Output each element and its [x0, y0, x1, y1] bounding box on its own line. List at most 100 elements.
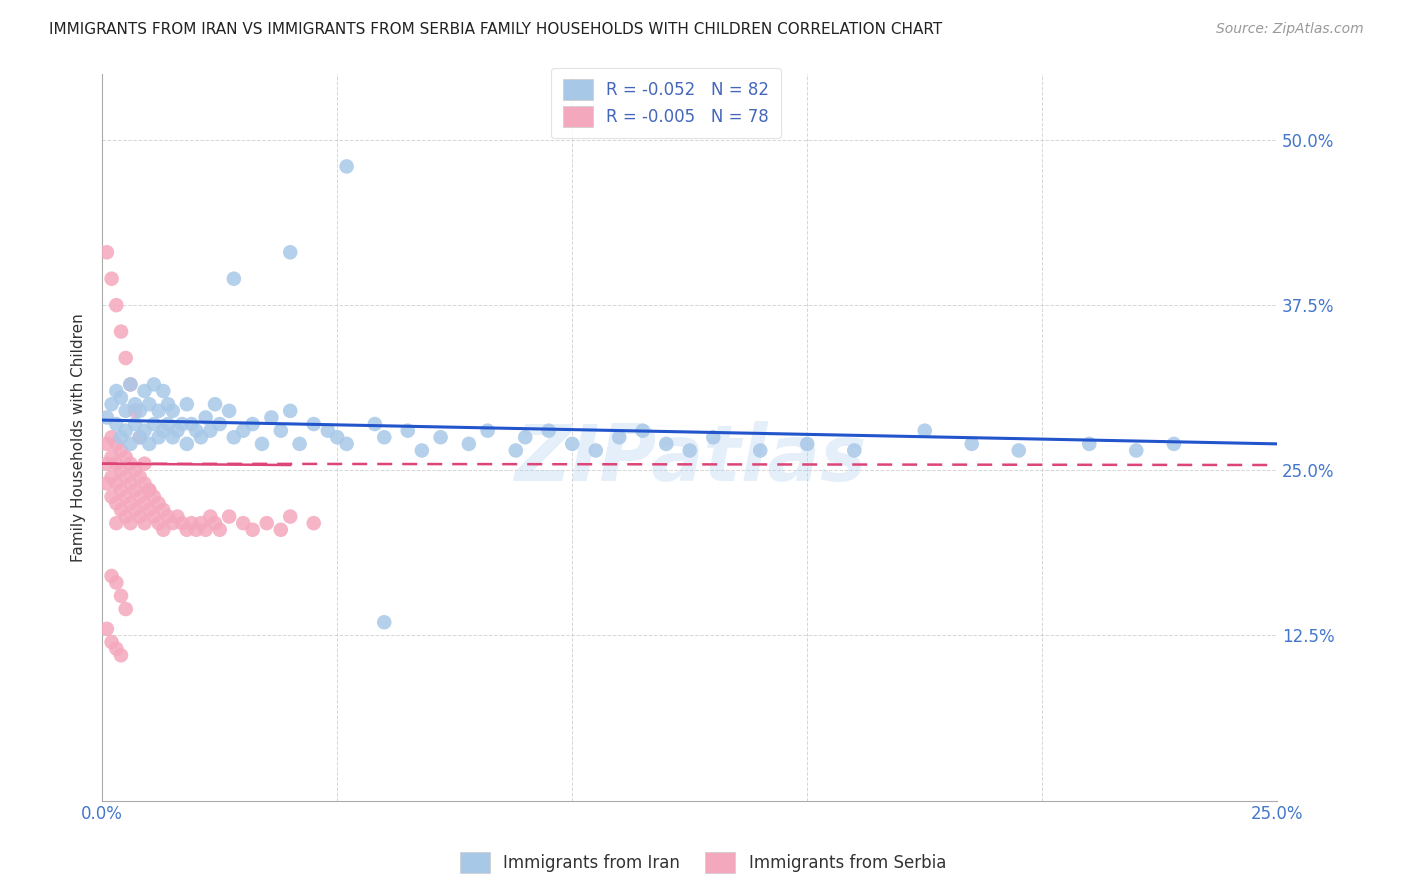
Legend: R = -0.052   N = 82, R = -0.005   N = 78: R = -0.052 N = 82, R = -0.005 N = 78: [551, 68, 782, 138]
Point: [138, 503, 160, 517]
Point: [105, 476, 128, 491]
Point: [242, 523, 264, 537]
Point: [110, 325, 132, 339]
Point: [100, 271, 122, 285]
Point: [110, 430, 132, 444]
Point: [208, 417, 231, 431]
Point: [208, 523, 231, 537]
Point: [120, 377, 142, 392]
Point: [156, 509, 179, 524]
Point: [110, 503, 132, 517]
Point: [100, 430, 122, 444]
Point: [679, 443, 702, 458]
Point: [1078, 437, 1101, 451]
Point: [222, 271, 245, 285]
Point: [260, 410, 283, 425]
Point: [218, 404, 240, 418]
Point: [152, 523, 174, 537]
Point: [114, 404, 136, 418]
Point: [96, 437, 118, 451]
Point: [114, 450, 136, 464]
Point: [120, 437, 142, 451]
Point: [270, 523, 292, 537]
Point: [142, 509, 165, 524]
Point: [152, 503, 174, 517]
Point: [124, 404, 146, 418]
Point: [176, 397, 198, 411]
Point: [96, 476, 118, 491]
Point: [142, 490, 165, 504]
Point: [134, 476, 156, 491]
Point: [204, 397, 226, 411]
Point: [100, 397, 122, 411]
Point: [124, 503, 146, 517]
Point: [256, 516, 278, 530]
Point: [124, 417, 146, 431]
Point: [1008, 443, 1031, 458]
Point: [105, 575, 128, 590]
Point: [505, 443, 527, 458]
Point: [148, 404, 170, 418]
Point: [128, 430, 150, 444]
Point: [176, 437, 198, 451]
Point: [316, 424, 339, 438]
Point: [373, 615, 395, 630]
Point: [176, 523, 198, 537]
Point: [105, 516, 128, 530]
Text: ZIPatlas: ZIPatlas: [513, 421, 866, 497]
Point: [138, 397, 160, 411]
Point: [373, 430, 395, 444]
Point: [537, 424, 560, 438]
Point: [96, 622, 118, 636]
Point: [190, 516, 212, 530]
Point: [105, 298, 128, 312]
Point: [96, 457, 118, 471]
Point: [105, 496, 128, 510]
Point: [114, 470, 136, 484]
Point: [142, 377, 165, 392]
Point: [156, 417, 179, 431]
Point: [278, 245, 301, 260]
Point: [204, 516, 226, 530]
Point: [105, 417, 128, 431]
Point: [302, 417, 325, 431]
Point: [152, 424, 174, 438]
Text: Source: ZipAtlas.com: Source: ZipAtlas.com: [1216, 22, 1364, 37]
Point: [515, 430, 537, 444]
Point: [124, 397, 146, 411]
Point: [396, 424, 419, 438]
Point: [186, 523, 208, 537]
Point: [114, 490, 136, 504]
Point: [200, 509, 222, 524]
Point: [180, 516, 202, 530]
Point: [100, 569, 122, 583]
Point: [100, 635, 122, 649]
Point: [124, 463, 146, 477]
Point: [655, 437, 678, 451]
Point: [120, 377, 142, 392]
Point: [561, 437, 583, 451]
Point: [120, 457, 142, 471]
Point: [96, 245, 118, 260]
Point: [326, 430, 349, 444]
Point: [702, 430, 724, 444]
Point: [457, 437, 479, 451]
Point: [100, 490, 122, 504]
Point: [411, 443, 433, 458]
Point: [114, 424, 136, 438]
Point: [114, 602, 136, 616]
Point: [114, 509, 136, 524]
Point: [200, 424, 222, 438]
Point: [162, 516, 184, 530]
Point: [105, 641, 128, 656]
Point: [124, 483, 146, 497]
Y-axis label: Family Households with Children: Family Households with Children: [72, 313, 86, 562]
Point: [120, 476, 142, 491]
Point: [477, 424, 499, 438]
Point: [1163, 437, 1185, 451]
Point: [232, 424, 254, 438]
Point: [302, 516, 325, 530]
Point: [218, 509, 240, 524]
Point: [232, 516, 254, 530]
Text: IMMIGRANTS FROM IRAN VS IMMIGRANTS FROM SERBIA FAMILY HOUSEHOLDS WITH CHILDREN C: IMMIGRANTS FROM IRAN VS IMMIGRANTS FROM …: [49, 22, 942, 37]
